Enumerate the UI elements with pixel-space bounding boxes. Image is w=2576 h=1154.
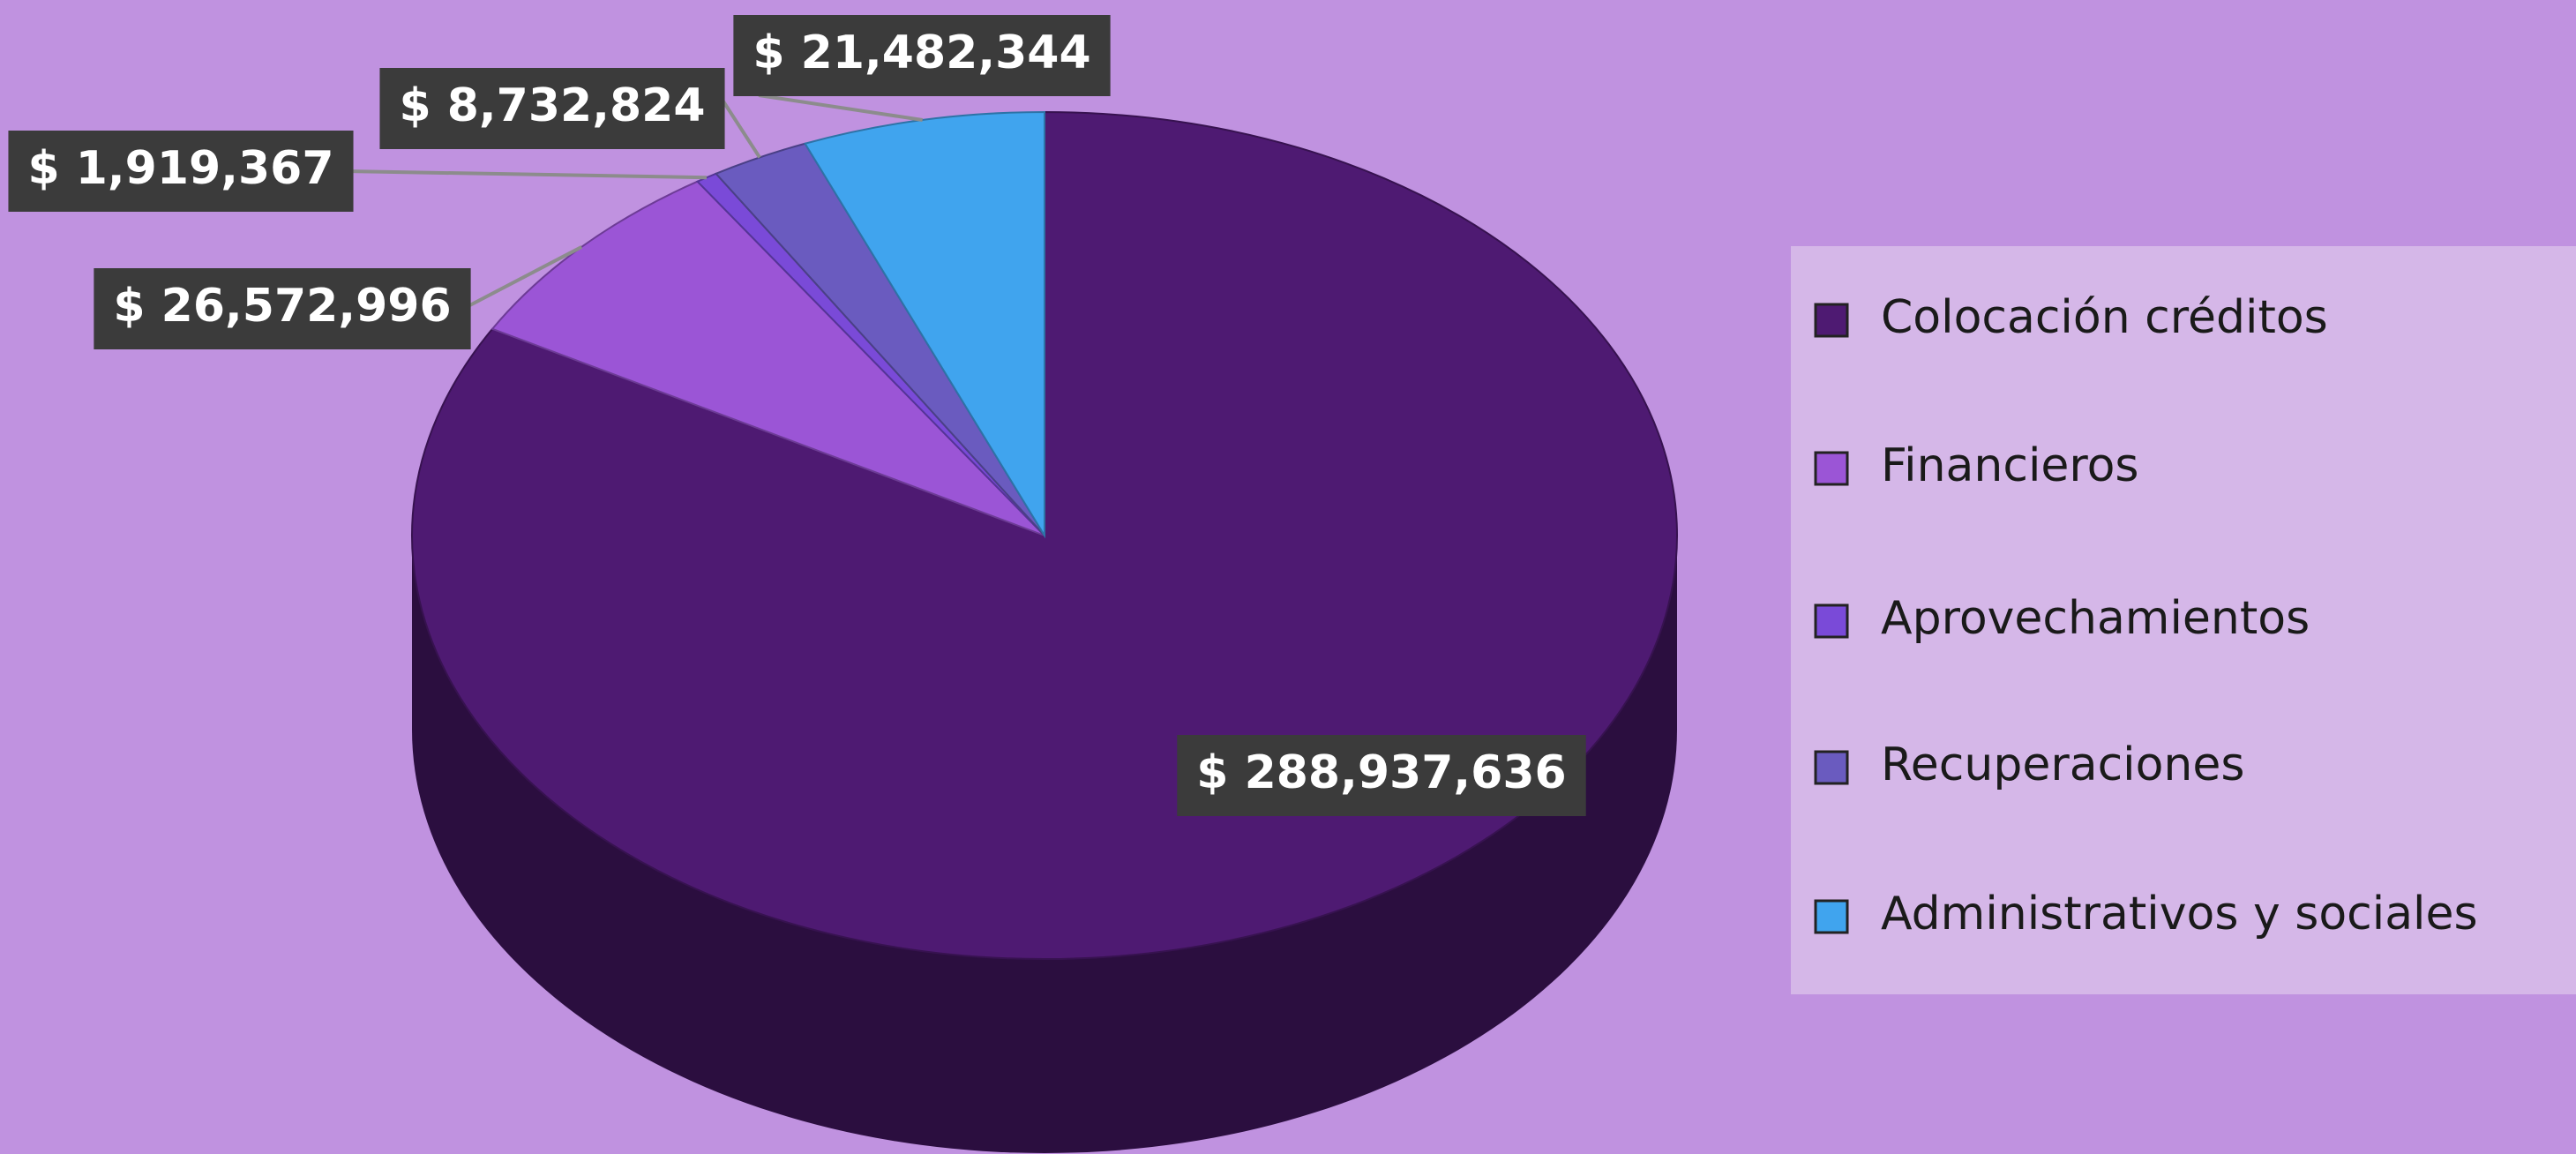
pie-slice [804,110,1045,539]
data-label-box [733,15,1111,96]
leader-line [758,94,923,122]
legend-swatch [1814,451,1849,486]
legend-swatch [1814,303,1849,338]
data-label: $ 26,572,996 [113,280,451,333]
legend-swatch [1814,750,1849,785]
leader-line [462,245,583,311]
legend-label: Colocación créditos [1881,291,2328,344]
legend-label: Recuperaciones [1881,738,2244,791]
legend-label: Financieros [1881,439,2139,492]
legend-box [1791,246,2576,994]
leader-line [722,100,761,159]
legend-label: Aprovechamientos [1881,592,2310,645]
legend-swatch [1814,603,1849,639]
data-label: $ 1,919,367 [27,142,333,195]
legend-swatch [1814,899,1849,934]
data-label: $ 8,732,824 [399,79,705,132]
legend-label: Administrativos y sociales [1881,888,2478,940]
data-label-box [1177,735,1586,816]
data-label-box [8,131,354,212]
data-label-box [94,268,471,349]
data-label-box [379,68,725,149]
leader-line [344,169,708,180]
data-label: $ 21,482,344 [753,26,1090,79]
data-label: $ 288,937,636 [1196,746,1566,799]
